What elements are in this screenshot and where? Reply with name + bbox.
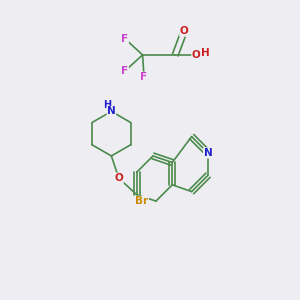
Text: O: O — [192, 50, 200, 60]
Text: N: N — [204, 148, 212, 158]
Text: O: O — [114, 173, 123, 183]
Text: O: O — [180, 26, 189, 36]
Text: N: N — [107, 106, 116, 116]
Text: H: H — [201, 48, 210, 58]
Text: F: F — [121, 66, 128, 76]
Text: Br: Br — [135, 196, 148, 206]
Text: F: F — [140, 72, 148, 82]
Text: F: F — [121, 34, 128, 44]
Text: H: H — [103, 100, 112, 110]
